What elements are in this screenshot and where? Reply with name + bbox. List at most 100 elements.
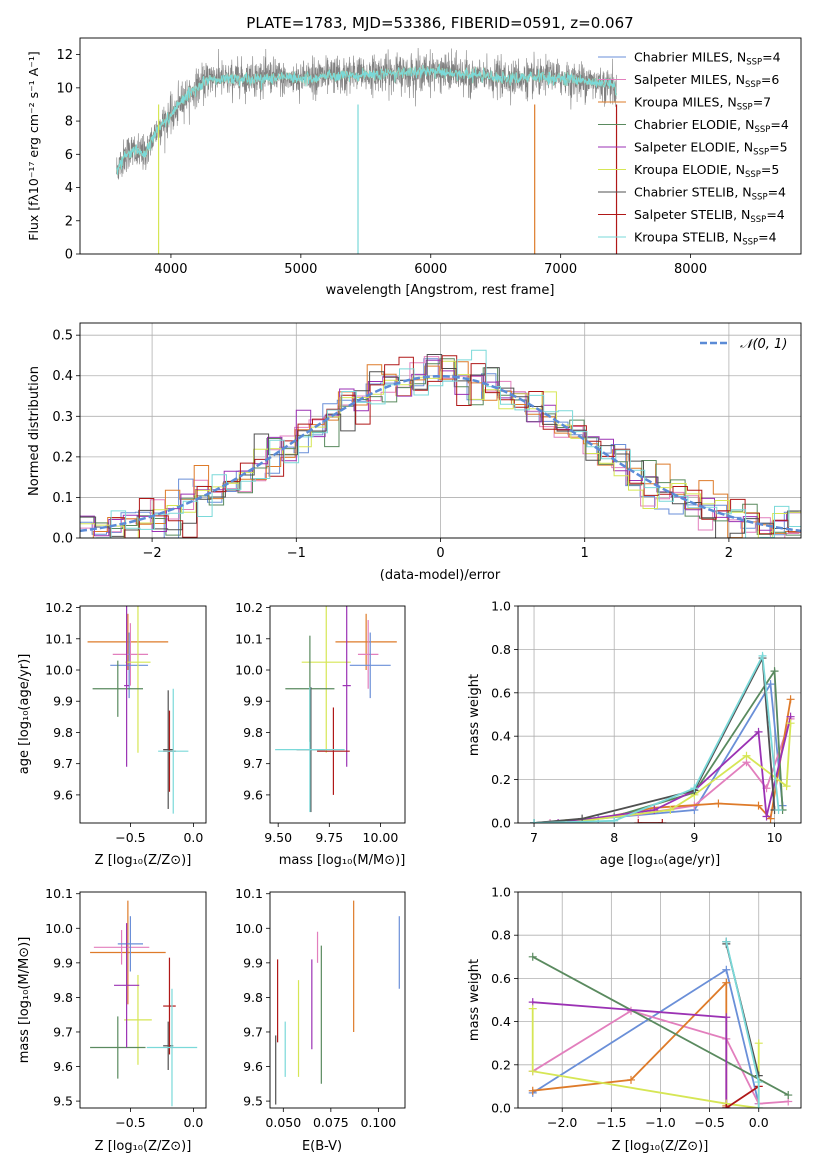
z-vs-age-xtick-label-1: 0.0 bbox=[183, 830, 203, 845]
z-vs-mass-ytick-label-3: 9.8 bbox=[53, 990, 73, 1005]
z-vs-age-ylabel: age [log₁₀(age/yr)] bbox=[17, 654, 32, 775]
residuals-ytick-label-3: 0.3 bbox=[52, 410, 73, 425]
z-vs-mass-panel: −0.5 0.0 9.5 9.6 9.7 9.8 9.9 10.0 10.1 Z [log₁₀(… bbox=[17, 886, 207, 1154]
z-vs-weight-marker-ke-1 bbox=[528, 1067, 537, 1076]
spectrum-ylabel: Flux [fλ10⁻¹⁷ erg cm⁻² s⁻¹ A⁻¹] bbox=[26, 51, 41, 240]
age-vs-weight-marker-ss-0 bbox=[634, 819, 643, 823]
legend-ss-label: Salpeter STELIB, NSSP=4 bbox=[634, 207, 785, 225]
age-vs-weight-ytick-label-5: 1.0 bbox=[491, 599, 511, 614]
residuals-xtick-label-2: 0 bbox=[436, 546, 444, 561]
legend-ce-sub: SSP bbox=[754, 125, 770, 135]
z-vs-age-xlabel: Z [log₁₀(Z/Z⊙)] bbox=[95, 853, 192, 868]
age-vs-weight-marker-ks-4 bbox=[774, 805, 783, 814]
residuals-hist-se bbox=[80, 359, 801, 537]
z-vs-weight-marker-km-1 bbox=[627, 1075, 636, 1084]
legend-ks-sub: SSP bbox=[742, 238, 758, 248]
ebv-vs-mass-ytick-label-0: 9.5 bbox=[243, 1094, 263, 1109]
age-vs-weight-marker-ke-4 bbox=[782, 782, 791, 791]
age-vs-weight-clipped bbox=[530, 651, 795, 823]
mass-vs-age-xtick-label-2: 10.00 bbox=[363, 830, 399, 845]
z-vs-weight-xtick-label-3: −0.5 bbox=[694, 1115, 724, 1130]
legend-ce-n: =4 bbox=[770, 117, 788, 132]
residuals-hist-ke bbox=[80, 360, 801, 538]
z-vs-mass-ylabel: mass [log₁₀(M/M⊙)] bbox=[17, 937, 32, 1064]
legend-ke-label: Kroupa ELODIE, NSSP=5 bbox=[634, 162, 779, 180]
age-vs-weight-xlabel: age [log₁₀(age/yr)] bbox=[600, 853, 721, 868]
z-vs-mass-xtick-label-1: 0.0 bbox=[183, 1115, 203, 1130]
residuals-xtick-label-4: 2 bbox=[725, 546, 733, 561]
z-vs-weight-xtick-label-1: −1.5 bbox=[596, 1115, 626, 1130]
ebv-vs-mass-xtick-label-2: 0.100 bbox=[360, 1115, 396, 1130]
residuals-ytick-label-2: 0.2 bbox=[52, 450, 73, 465]
age-vs-weight-ytick-label-4: 0.8 bbox=[491, 642, 511, 657]
z-vs-age-ytick-label-2: 9.8 bbox=[53, 725, 73, 740]
ebv-vs-mass-ytick-label-5: 10.0 bbox=[235, 921, 263, 936]
residuals-hist-ss bbox=[81, 355, 801, 538]
z-vs-weight-marker-km-0 bbox=[528, 1086, 537, 1095]
age-vs-weight-ytick-label-3: 0.6 bbox=[491, 685, 511, 700]
spectrum-ytick-label-3: 6 bbox=[65, 148, 73, 163]
z-vs-weight-xlabel: Z [log₁₀(Z/Z⊙)] bbox=[612, 1139, 709, 1154]
age-vs-weight-marker-km-2 bbox=[714, 799, 723, 808]
z-vs-mass-xtick-label-0: −0.5 bbox=[115, 1115, 145, 1130]
residuals-xtick-label-0: −2 bbox=[143, 546, 162, 561]
mass-vs-age-ytick-label-0: 9.6 bbox=[243, 787, 263, 802]
ebv-vs-mass-xtick-label-0: 0.050 bbox=[265, 1115, 301, 1130]
ebv-vs-mass-ytick-label-2: 9.7 bbox=[243, 1024, 263, 1039]
ebv-vs-mass-ytick-label-3: 9.8 bbox=[243, 990, 263, 1005]
z-vs-weight-xtick-label-0: −2.0 bbox=[547, 1115, 577, 1130]
legend-km-n: =7 bbox=[753, 95, 771, 110]
residuals-ytick-label-5: 0.5 bbox=[52, 329, 73, 344]
z-vs-weight-marker-ks-1 bbox=[754, 1078, 763, 1087]
z-vs-age-ytick-label-4: 10.0 bbox=[45, 663, 73, 678]
legend-cm-label: Chabrier MILES, NSSP=4 bbox=[634, 50, 781, 68]
spectrum-xtick-label-1: 5000 bbox=[284, 262, 317, 277]
legend-cs-sub: SSP bbox=[752, 193, 768, 203]
mass-vs-age-ytick-label-6: 10.2 bbox=[235, 600, 263, 615]
ebv-vs-mass-xtick-label-1: 0.075 bbox=[313, 1115, 349, 1130]
age-vs-weight-frame bbox=[517, 605, 802, 824]
age-vs-weight-marker-km-5 bbox=[786, 695, 795, 704]
z-vs-weight-marker-cm-1 bbox=[722, 965, 731, 974]
z-vs-weight-panel: −2.0 −1.5 −1.0 −0.5 0.0 0.0 0.2 0.4 0.6 0.8 1.0 Z … bbox=[467, 885, 802, 1154]
z-vs-weight-xtick-label-2: −1.0 bbox=[645, 1115, 675, 1130]
age-vs-weight-ylabel: mass weight bbox=[467, 674, 482, 756]
residuals-ytick-label-0: 0.0 bbox=[52, 532, 73, 547]
z-vs-weight-marker-ce-1 bbox=[784, 1091, 793, 1100]
residuals-legend: 𝒩(0, 1) bbox=[700, 337, 787, 352]
z-vs-age-frame bbox=[79, 605, 207, 824]
legend-ks-label: Kroupa STELIB, NSSP=4 bbox=[634, 230, 777, 248]
legend-se-sub: SSP bbox=[753, 148, 769, 158]
age-vs-weight-series-se bbox=[557, 716, 792, 823]
z-vs-mass-xlabel: Z [log₁₀(Z/Z⊙)] bbox=[95, 1139, 192, 1154]
legend-cm-sub: SSP bbox=[746, 58, 762, 68]
z-vs-weight-marker-ke-0 bbox=[528, 1004, 537, 1013]
spectrum-ytick-label-2: 4 bbox=[65, 181, 73, 196]
mass-vs-age-ytick-label-1: 9.7 bbox=[243, 756, 263, 771]
z-vs-mass-ytick-label-0: 9.5 bbox=[53, 1094, 73, 1109]
age-vs-weight-xtick-label-3: 10 bbox=[767, 830, 783, 845]
legend-ke-n: =5 bbox=[761, 162, 779, 177]
age-vs-weight-marker-ks-2 bbox=[690, 784, 699, 793]
age-vs-weight-marker-sm-0 bbox=[546, 819, 555, 823]
ebv-vs-mass-plot-area: 0.050 0.075 0.100 9.5 9.6 9.7 9.8 9.9 10.0 10.1 bbox=[235, 886, 406, 1130]
age-vs-weight-plot-area: 7 8 9 10 0.0 0.2 0.4 0.6 0.8 1.0 bbox=[491, 599, 802, 845]
z-vs-weight-xtick-label-4: 0.0 bbox=[749, 1115, 769, 1130]
legend-ke-sub: SSP bbox=[745, 170, 761, 180]
ebv-vs-mass-clipped bbox=[275, 900, 400, 1105]
age-vs-weight-marker-se-3 bbox=[754, 727, 763, 736]
z-vs-age-ytick-label-0: 9.6 bbox=[53, 787, 73, 802]
residuals-xtick-label-3: 1 bbox=[581, 546, 589, 561]
z-vs-age-ytick-label-3: 9.9 bbox=[53, 694, 73, 709]
legend-ks-n: =4 bbox=[758, 230, 776, 245]
z-vs-weight-ytick-label-0: 0.0 bbox=[491, 1101, 511, 1116]
z-vs-weight-marker-ss-1 bbox=[722, 1104, 731, 1108]
age-vs-weight-marker-ks-0 bbox=[530, 819, 539, 823]
mass-vs-age-ytick-label-2: 9.8 bbox=[243, 725, 263, 740]
age-vs-weight-ytick-label-2: 0.4 bbox=[491, 729, 511, 744]
mass-vs-age-xtick-label-1: 9.75 bbox=[315, 830, 343, 845]
z-vs-mass-ytick-label-6: 10.1 bbox=[45, 886, 73, 901]
legend-sm-n: =6 bbox=[761, 72, 779, 87]
mass-vs-age-plot-area: 9.50 9.75 10.00 9.6 9.7 9.8 9.9 10.0 10.1 10.2 bbox=[235, 600, 406, 845]
residuals-panel: −2 −1 0 1 2 0.0 0.1 0.2 0.3 0.4 0.5 (data-model)/e… bbox=[27, 322, 802, 583]
